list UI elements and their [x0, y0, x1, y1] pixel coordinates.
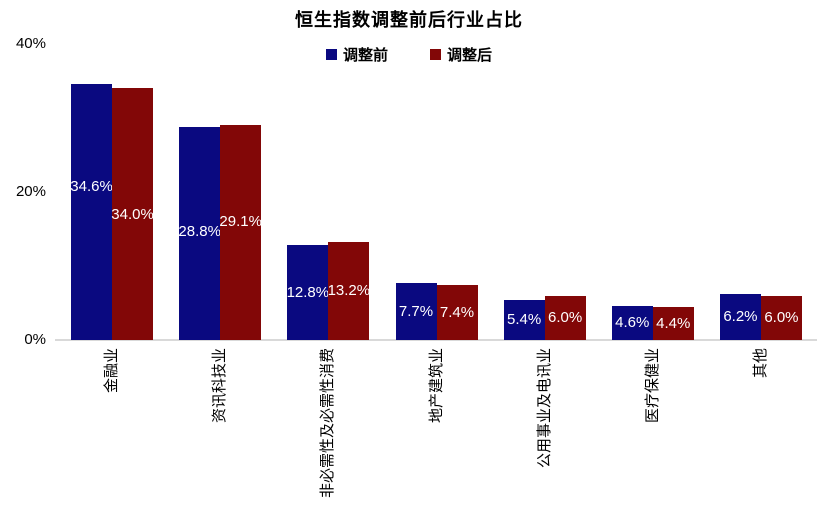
chart-title: 恒生指数调整前后行业占比 — [295, 10, 523, 30]
chart-legend: 调整前 调整后 — [0, 44, 818, 65]
bar-after-3 — [436, 285, 478, 340]
bar-value-label-after-4: 6.0% — [548, 308, 583, 326]
x-axis-category-label: 非必需性及必需性消费 — [319, 348, 337, 499]
bar-value-label-after-6: 6.0% — [764, 308, 799, 326]
bar-value-label-before-1: 28.8% — [178, 223, 221, 241]
bar-after-6 — [760, 295, 802, 340]
x-axis-category-label: 地产建筑业 — [427, 348, 445, 424]
legend-label-after: 调整后 — [447, 47, 493, 64]
y-axis-tick-label: 0% — [24, 331, 46, 348]
bar-before-6 — [719, 294, 761, 340]
bar-value-label-before-4: 5.4% — [507, 311, 542, 329]
x-axis-category-label: 其他 — [751, 348, 769, 379]
x-axis-category-label: 资讯科技业 — [211, 348, 229, 424]
bar-after-0 — [112, 88, 154, 340]
bar-value-label-after-3: 7.4% — [439, 303, 475, 321]
bar-before-0 — [71, 83, 113, 340]
bar-before-2 — [287, 245, 329, 340]
bar-before-4 — [503, 300, 545, 340]
bar-value-label-before-3: 7.7% — [398, 302, 434, 320]
bar-value-label-after-2: 13.2% — [327, 282, 371, 300]
bar-value-label-after-1: 29.1% — [219, 213, 262, 231]
bar-after-1 — [220, 124, 262, 340]
y-axis-tick-label: 20% — [15, 183, 46, 200]
legend-item-before: 调整前 — [325, 44, 388, 65]
bar-value-label-before-5: 4.6% — [615, 313, 650, 331]
bar-before-1 — [179, 126, 221, 340]
bar-after-4 — [544, 295, 586, 340]
legend-item-after: 调整后 — [430, 44, 492, 65]
legend-label-before: 调整前 — [342, 47, 388, 64]
x-axis-baseline — [55, 339, 817, 341]
x-axis-category-label: 金融业 — [103, 348, 121, 394]
x-axis-category-label: 医疗保健业 — [643, 348, 661, 424]
y-axis-tick-label: 40% — [15, 35, 46, 52]
bar-value-label-after-0: 34.0% — [111, 206, 154, 224]
bar-after-5 — [652, 307, 694, 340]
bar-after-2 — [328, 242, 370, 340]
legend-swatch-after-icon — [430, 49, 441, 60]
bar-value-label-after-5: 4.4% — [656, 314, 691, 332]
bar-before-3 — [395, 283, 437, 340]
bar-before-5 — [611, 305, 653, 340]
bar-value-label-before-2: 12.8% — [286, 283, 330, 301]
x-axis-category-label: 公用事业及电讯业 — [535, 348, 553, 469]
bar-value-label-before-6: 6.2% — [723, 308, 758, 326]
bar-value-label-before-0: 34.6% — [70, 177, 113, 195]
legend-swatch-before-icon — [325, 49, 337, 60]
